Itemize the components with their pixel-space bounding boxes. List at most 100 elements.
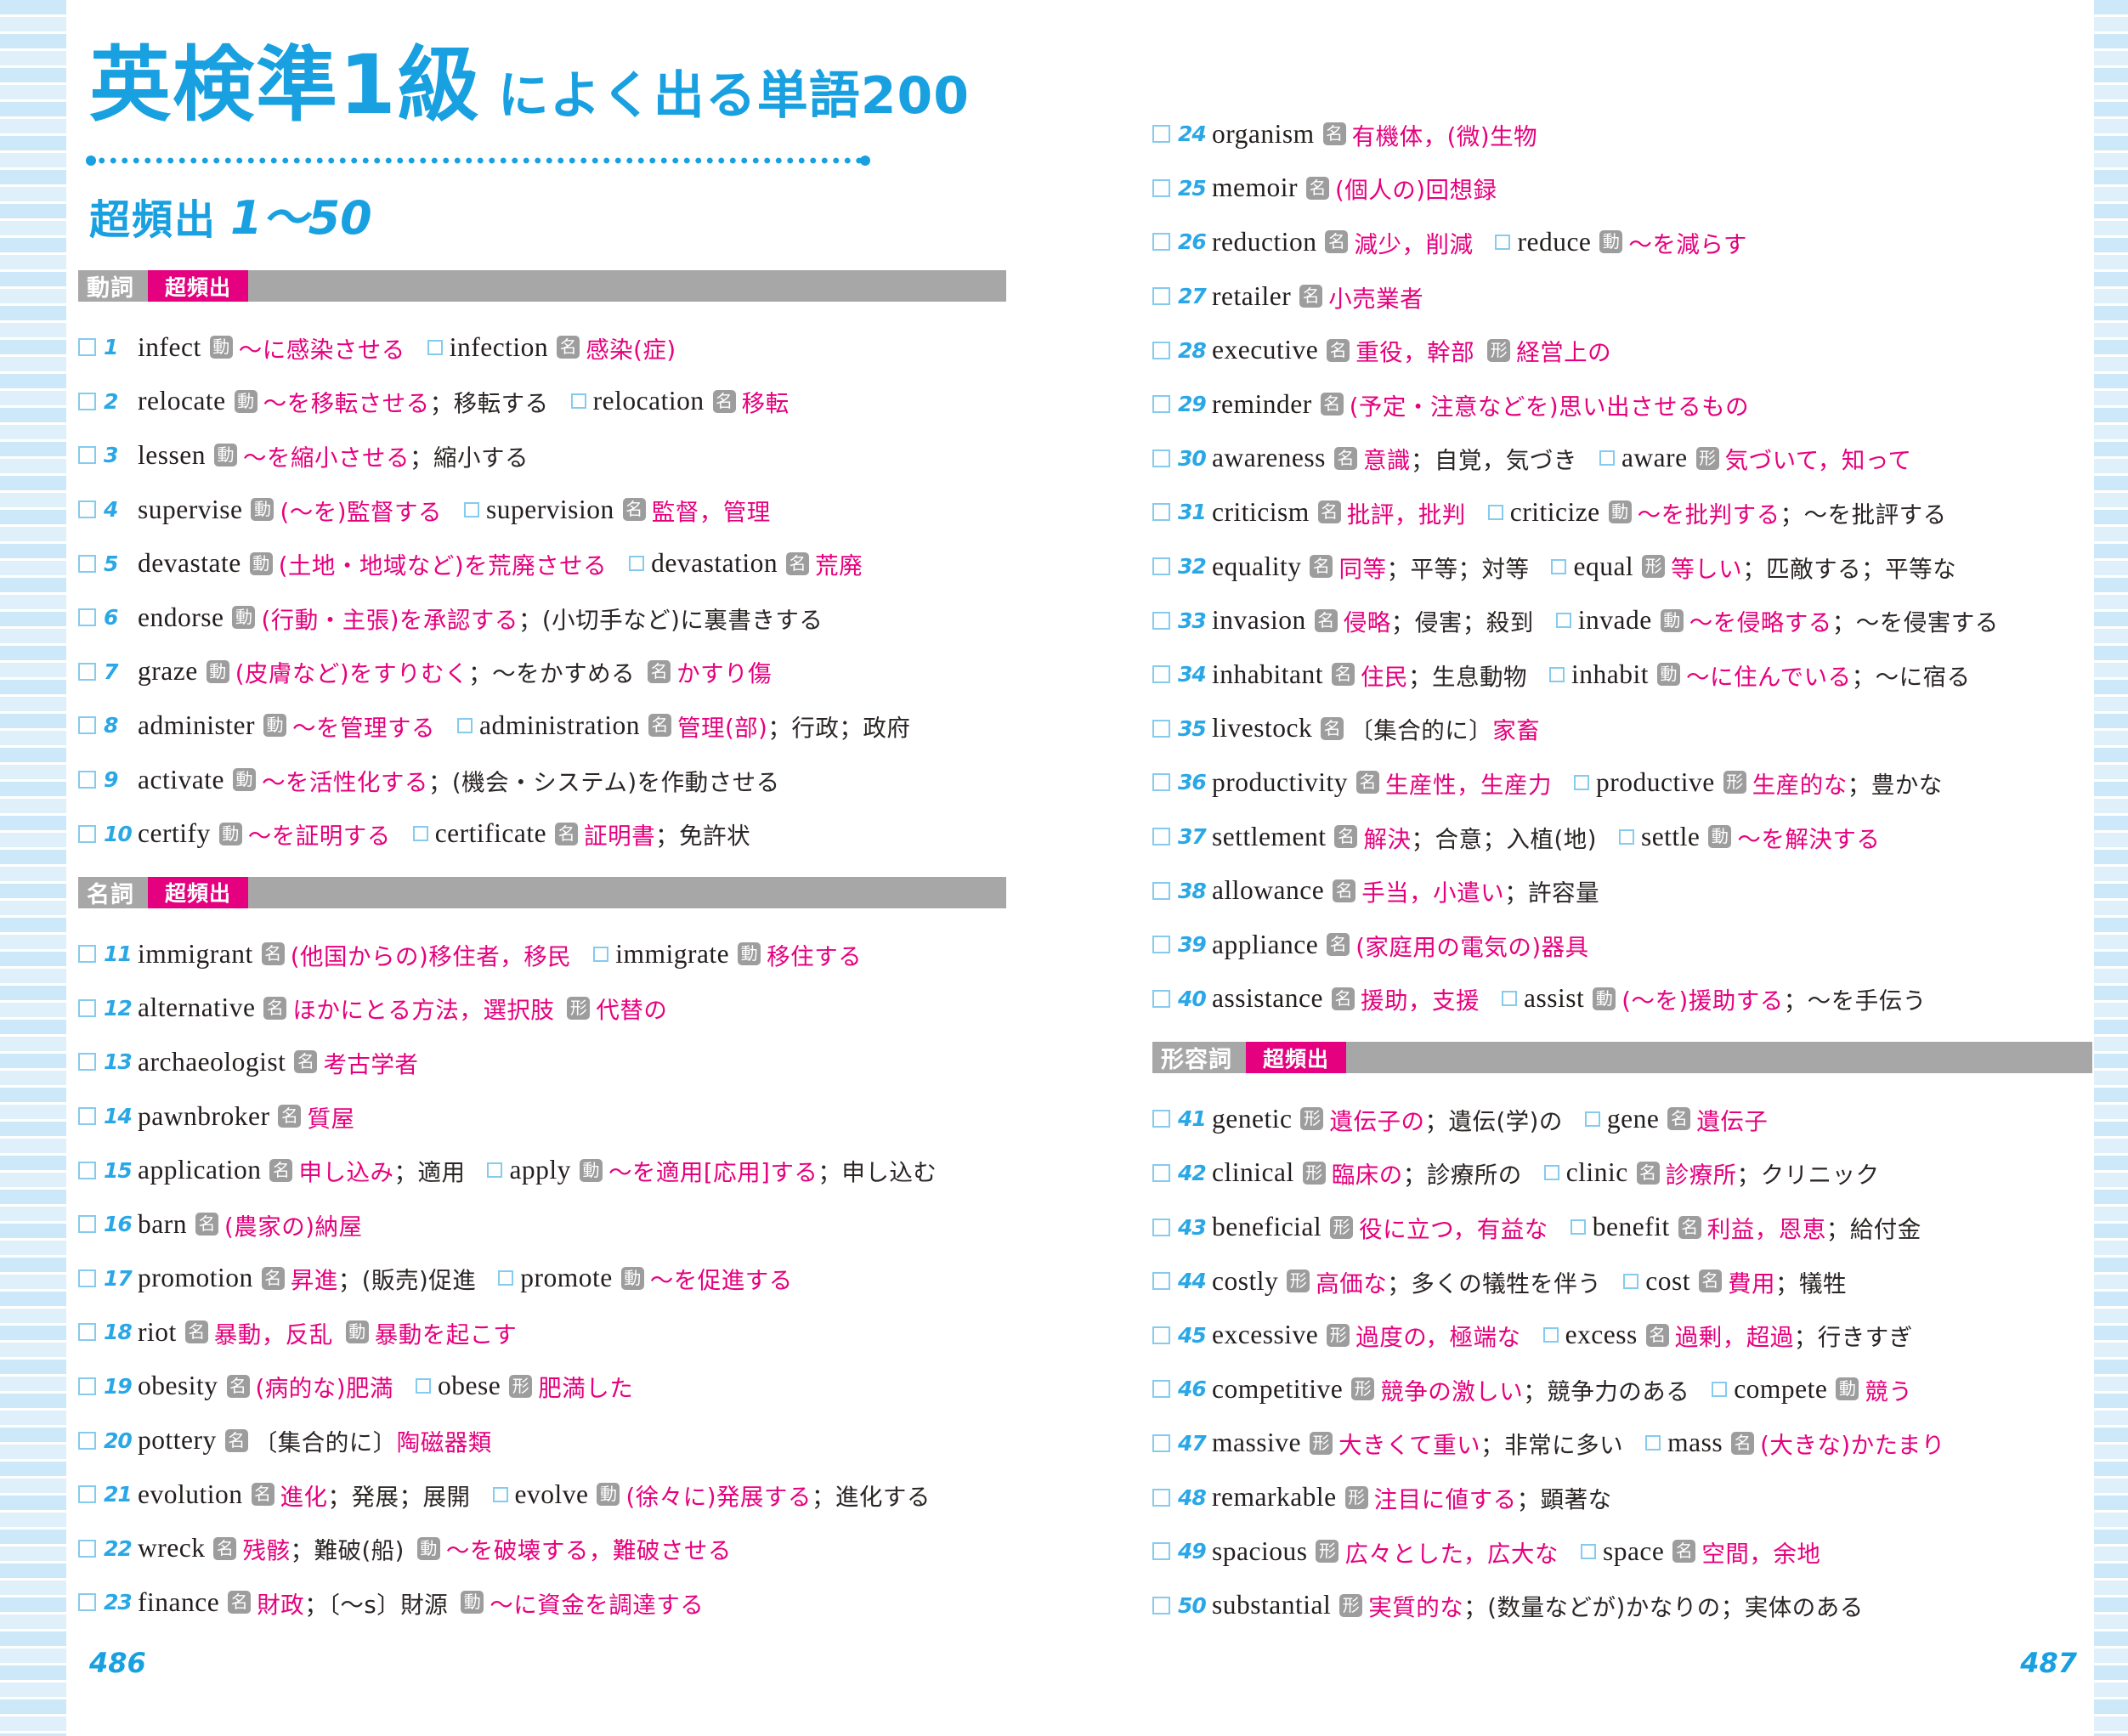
part-of-speech-badge: 名 bbox=[1331, 987, 1355, 1010]
part-of-speech-badge: 名 bbox=[712, 389, 736, 413]
part-of-speech-badge: 名 bbox=[261, 942, 285, 966]
entry-body: productivity 名生産性，生産力 productive 形生産的な ；豊かな bbox=[1212, 766, 1943, 800]
meaning-secondary: ；〔〜s〕財源 bbox=[304, 1591, 449, 1619]
meaning-primary: 生産的な bbox=[1752, 771, 1848, 799]
headword: activate bbox=[138, 764, 224, 794]
headword: finance bbox=[138, 1586, 220, 1617]
vocab-entry: 21 evolution 名進化 ；発展；展開 evolve 動 (徐々に)発展する ；進化す… bbox=[78, 1467, 1006, 1522]
entry-number: 13 bbox=[104, 1049, 133, 1075]
entry-checkbox-icon bbox=[1152, 341, 1170, 359]
meaning-primary: 過剰，超過 bbox=[1674, 1324, 1794, 1352]
headword: pawnbroker bbox=[138, 1100, 270, 1131]
part-of-speech-badge: 動 bbox=[234, 389, 258, 413]
entry-body: supervise 動 (〜を)監督する supervision 名監督，管理 bbox=[138, 493, 771, 527]
entry-body: appliance 名 (家庭用の電気の)器具 bbox=[1212, 928, 1589, 962]
entry-body: riot 名暴動，反乱動暴動を起こす bbox=[138, 1315, 517, 1349]
vocab-entry: 42 clinical 形臨床の ；診療所の clinic 名診療所 ；クリニック bbox=[1152, 1146, 2092, 1201]
vocab-entry: 22 wreck 名残骸 ；難破(船) 動〜を破壊する，難破させる bbox=[78, 1521, 1006, 1575]
headword: spacious bbox=[1212, 1535, 1308, 1566]
vocab-entry: 50 substantial 形実質的な ；(数量などが)かなりの；実体のある bbox=[1152, 1578, 2092, 1632]
meaning-secondary: ；免許状 bbox=[655, 823, 751, 851]
meaning-primary: 手当，小遣い bbox=[1361, 879, 1505, 908]
headword: criticism bbox=[1212, 496, 1310, 527]
vocab-entry: 34 inhabitant 名住民 ；生息動物 inhabit 動〜に住んでいる ；〜に宿る bbox=[1152, 647, 2092, 702]
entry-number: 50 bbox=[1178, 1592, 1207, 1618]
entry-body: livestock 名〔集合的に〕 家畜 bbox=[1212, 711, 1540, 745]
entry-checkbox-icon bbox=[78, 392, 96, 410]
vocab-entry: 45 excessive 形過度の，極端な excess 名過剰，超過 ；行きすぎ bbox=[1152, 1308, 2092, 1362]
part-of-speech-badge: 動 bbox=[1708, 825, 1732, 849]
entry-checkbox-icon bbox=[1152, 287, 1170, 306]
part-of-speech-badge: 名 bbox=[622, 498, 646, 522]
entry-number: 7 bbox=[104, 659, 118, 684]
entry-number: 6 bbox=[104, 605, 118, 631]
entry-number: 29 bbox=[1178, 392, 1207, 417]
part-of-speech-badge: 名 bbox=[195, 1213, 218, 1236]
part-of-speech-badge: 名 bbox=[1667, 1107, 1691, 1131]
vocab-entry: 28 executive 名重役，幹部形経営上の bbox=[1152, 323, 2092, 377]
title-main: 英検準1級 bbox=[89, 37, 481, 133]
entry-number: 18 bbox=[104, 1320, 133, 1345]
part-of-speech-badge: 名 bbox=[226, 1374, 250, 1398]
headword: settle bbox=[1640, 821, 1701, 851]
part-of-speech-badge: 動 bbox=[251, 498, 274, 522]
part-of-speech-badge: 動 bbox=[1656, 663, 1680, 687]
part-of-speech-badge: 形 bbox=[1351, 1377, 1375, 1401]
meaning-primary: 暴動，反乱 bbox=[213, 1320, 333, 1349]
meaning-secondary: ；(販売)促進 bbox=[337, 1267, 477, 1295]
part-of-speech-badge: 形 bbox=[1309, 1431, 1333, 1455]
entry-checkbox-icon bbox=[1152, 395, 1170, 414]
vocab-entry: 15 application 名申し込み ；適用 apply 動〜を適用[応用]する ；申し… bbox=[78, 1143, 1006, 1197]
meaning-secondary: ；競争力のある bbox=[1523, 1377, 1690, 1405]
headword: reduce bbox=[1517, 226, 1592, 257]
related-checkbox-icon bbox=[1542, 1327, 1559, 1343]
headword: immigrate bbox=[615, 938, 730, 969]
meaning-primary: 注目に値する bbox=[1373, 1486, 1517, 1514]
related-checkbox-icon bbox=[1584, 1111, 1600, 1127]
entry-checkbox-icon bbox=[78, 1215, 96, 1234]
meaning-primary: 質屋 bbox=[307, 1105, 355, 1133]
related-checkbox-icon bbox=[427, 339, 443, 355]
vocab-entry: 6 endorse 動 (行動・主張)を承認する ；(小切手など)に裏書きする bbox=[78, 591, 1006, 645]
vocab-entry: 32 equality 名同等 ；平等；対等 equal 形等しい ；匹敵する；平等な bbox=[1152, 540, 2092, 594]
vocab-entry: 3 lessen 動〜を縮小させる ；縮小する bbox=[78, 428, 1006, 483]
headword: excess bbox=[1565, 1320, 1638, 1350]
entry-body: wreck 名残骸 ；難破(船) 動〜を破壊する，難破させる bbox=[138, 1531, 732, 1565]
entry-checkbox-icon bbox=[1152, 1272, 1170, 1291]
entry-number: 8 bbox=[104, 713, 118, 738]
meaning-primary: 住民 bbox=[1360, 663, 1408, 691]
entry-number: 25 bbox=[1178, 175, 1207, 201]
meaning-primary: 〜を証明する bbox=[247, 823, 391, 851]
entry-body: administer 動〜を管理する administration 名管理(部) ；行政… bbox=[138, 709, 910, 743]
entry-number: 5 bbox=[104, 551, 118, 576]
meaning-primary: 減少，削減 bbox=[1354, 230, 1474, 258]
headword: equality bbox=[1212, 551, 1302, 581]
entry-number: 42 bbox=[1178, 1160, 1207, 1185]
part-of-speech-badge: 名 bbox=[786, 551, 810, 575]
related-checkbox-icon bbox=[570, 393, 586, 410]
meaning-secondary: ；行きすぎ bbox=[1793, 1324, 1913, 1352]
entry-body: barn 名 (農家の)納屋 bbox=[138, 1207, 362, 1241]
part-of-speech-badge: 動 bbox=[461, 1591, 484, 1614]
entry-body: pawnbroker 名質屋 bbox=[138, 1100, 354, 1134]
meaning-primary: 〜を管理する bbox=[291, 714, 435, 742]
part-of-speech-badge: 動 bbox=[249, 551, 273, 575]
meaning-secondary: ；合意；入植(地) bbox=[1411, 825, 1597, 853]
meaning-primary: 〜を解決する bbox=[1737, 825, 1881, 853]
meaning-primary: 暴動を起こす bbox=[374, 1320, 518, 1349]
vocab-entry: 48 remarkable 形注目に値する ；顕著な bbox=[1152, 1470, 2092, 1524]
meaning-secondary: ；〜を手伝う bbox=[1783, 987, 1927, 1015]
related-checkbox-icon bbox=[629, 556, 645, 572]
part-of-speech-badge: 形 bbox=[1287, 1269, 1310, 1293]
meaning-primary: 〜を批判する bbox=[1637, 500, 1780, 529]
entry-body: settlement 名解決 ；合意；入植(地) settle 動〜を解決する bbox=[1212, 820, 1880, 854]
entry-checkbox-icon bbox=[78, 1593, 96, 1612]
entry-number: 39 bbox=[1178, 932, 1207, 958]
entry-body: allowance 名手当，小遣い ；許容量 bbox=[1212, 874, 1599, 908]
meaning-primary: 等しい bbox=[1671, 555, 1743, 583]
part-of-speech-badge: 名 bbox=[1672, 1540, 1696, 1564]
entry-checkbox-icon bbox=[1152, 557, 1170, 576]
related-checkbox-icon bbox=[415, 1378, 431, 1394]
entry-checkbox-icon bbox=[1152, 449, 1170, 467]
meaning-primary: (予定・注意などを)思い出させるもの bbox=[1349, 393, 1750, 421]
